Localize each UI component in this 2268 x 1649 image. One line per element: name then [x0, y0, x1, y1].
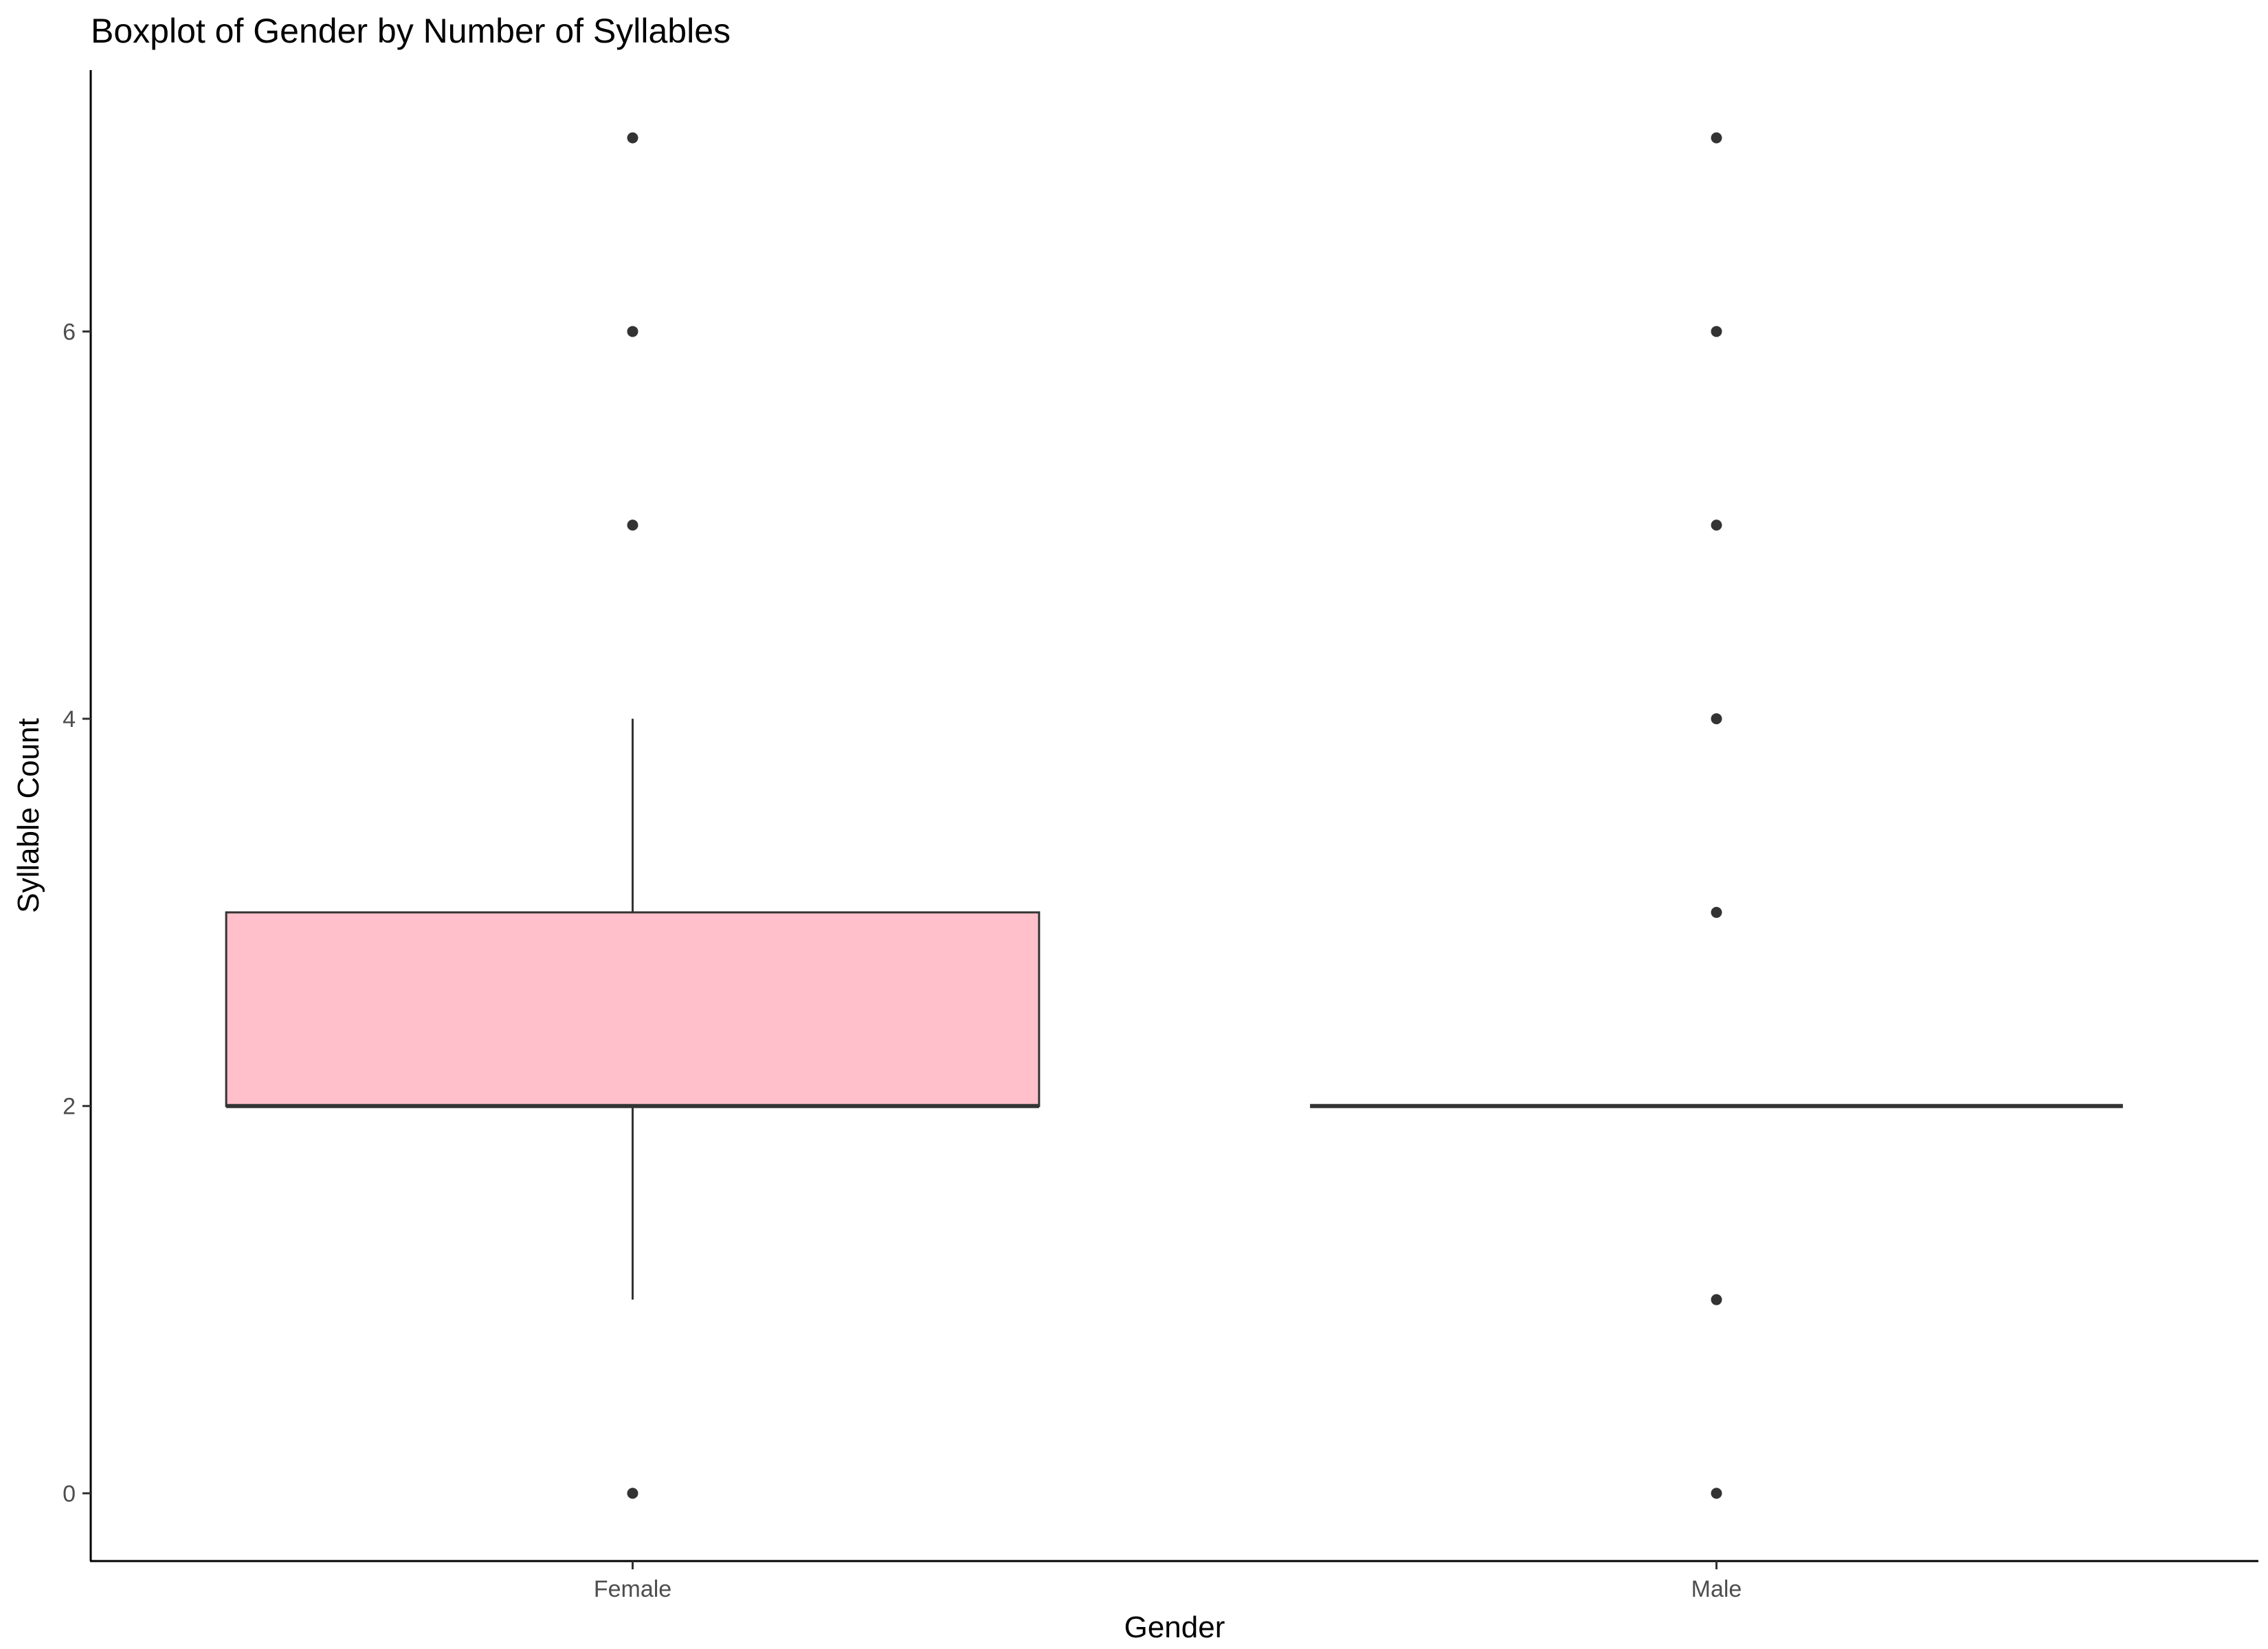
- x-axis-ticks: Female Male: [594, 1561, 1742, 1602]
- y-tick-label: 4: [63, 706, 76, 732]
- female-outlier-point: [627, 519, 638, 531]
- male-outlier-point: [1711, 132, 1722, 144]
- female-outlier-point: [627, 132, 638, 144]
- male-outlier-point: [1711, 519, 1722, 531]
- male-outlier-point: [1711, 713, 1722, 725]
- chart-title: Boxplot of Gender by Number of Syllables: [91, 12, 731, 50]
- female-outlier-point: [627, 326, 638, 337]
- male-outlier-point: [1711, 906, 1722, 918]
- y-tick-label: 6: [63, 319, 76, 345]
- male-outlier-point: [1711, 1488, 1722, 1499]
- y-axis-ticks: 0 2 4 6: [63, 319, 91, 1507]
- y-tick-label: 2: [63, 1094, 76, 1120]
- y-tick-label: 0: [63, 1481, 76, 1507]
- x-tick-label: Female: [594, 1576, 671, 1602]
- plot-marks: [225, 132, 2123, 1499]
- y-axis-title: Syllable Count: [12, 718, 45, 913]
- female-box: [225, 911, 1041, 1108]
- x-axis-title: Gender: [1124, 1611, 1225, 1644]
- female-outlier-point: [627, 1488, 638, 1499]
- male-outlier-point: [1711, 326, 1722, 337]
- x-tick-label: Male: [1691, 1576, 1742, 1602]
- male-outlier-point: [1711, 1294, 1722, 1305]
